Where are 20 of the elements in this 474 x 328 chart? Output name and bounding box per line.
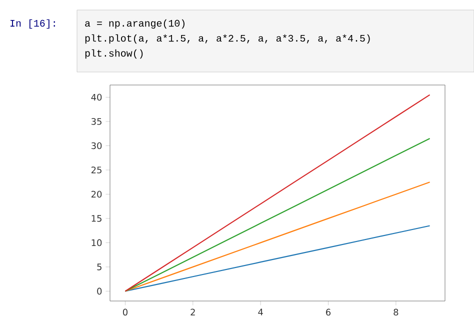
y-tick-label: 10 bbox=[92, 239, 102, 246]
y-tick-label: 40 bbox=[91, 94, 102, 101]
line-series bbox=[124, 138, 430, 292]
x-tick-label: 2 bbox=[190, 308, 195, 316]
y-tick-label: 35 bbox=[92, 118, 102, 125]
x-tick-label: 6 bbox=[326, 308, 331, 316]
text: plt.plot(a, a*1.5, a, a*2.5, a, a*3.5, a, a*4.5) bbox=[85, 34, 370, 44]
y-tick-label: 25 bbox=[91, 166, 102, 174]
text: plt.show() bbox=[85, 49, 143, 59]
text: a = np.arange(10) bbox=[85, 19, 184, 29]
y-tick-label: 30 bbox=[92, 142, 102, 150]
y-tick-label: 5 bbox=[97, 264, 102, 270]
text: In [16]: bbox=[10, 19, 55, 29]
x-tick-label: 0 bbox=[122, 308, 128, 316]
x-tick-label: 4 bbox=[258, 308, 263, 316]
y-tick-label: 15 bbox=[92, 215, 102, 222]
y-tick-label: 20 bbox=[91, 190, 102, 198]
y-tick-label: 0 bbox=[97, 288, 102, 295]
line-series bbox=[124, 94, 430, 292]
x-tick-label: 8 bbox=[394, 308, 398, 316]
